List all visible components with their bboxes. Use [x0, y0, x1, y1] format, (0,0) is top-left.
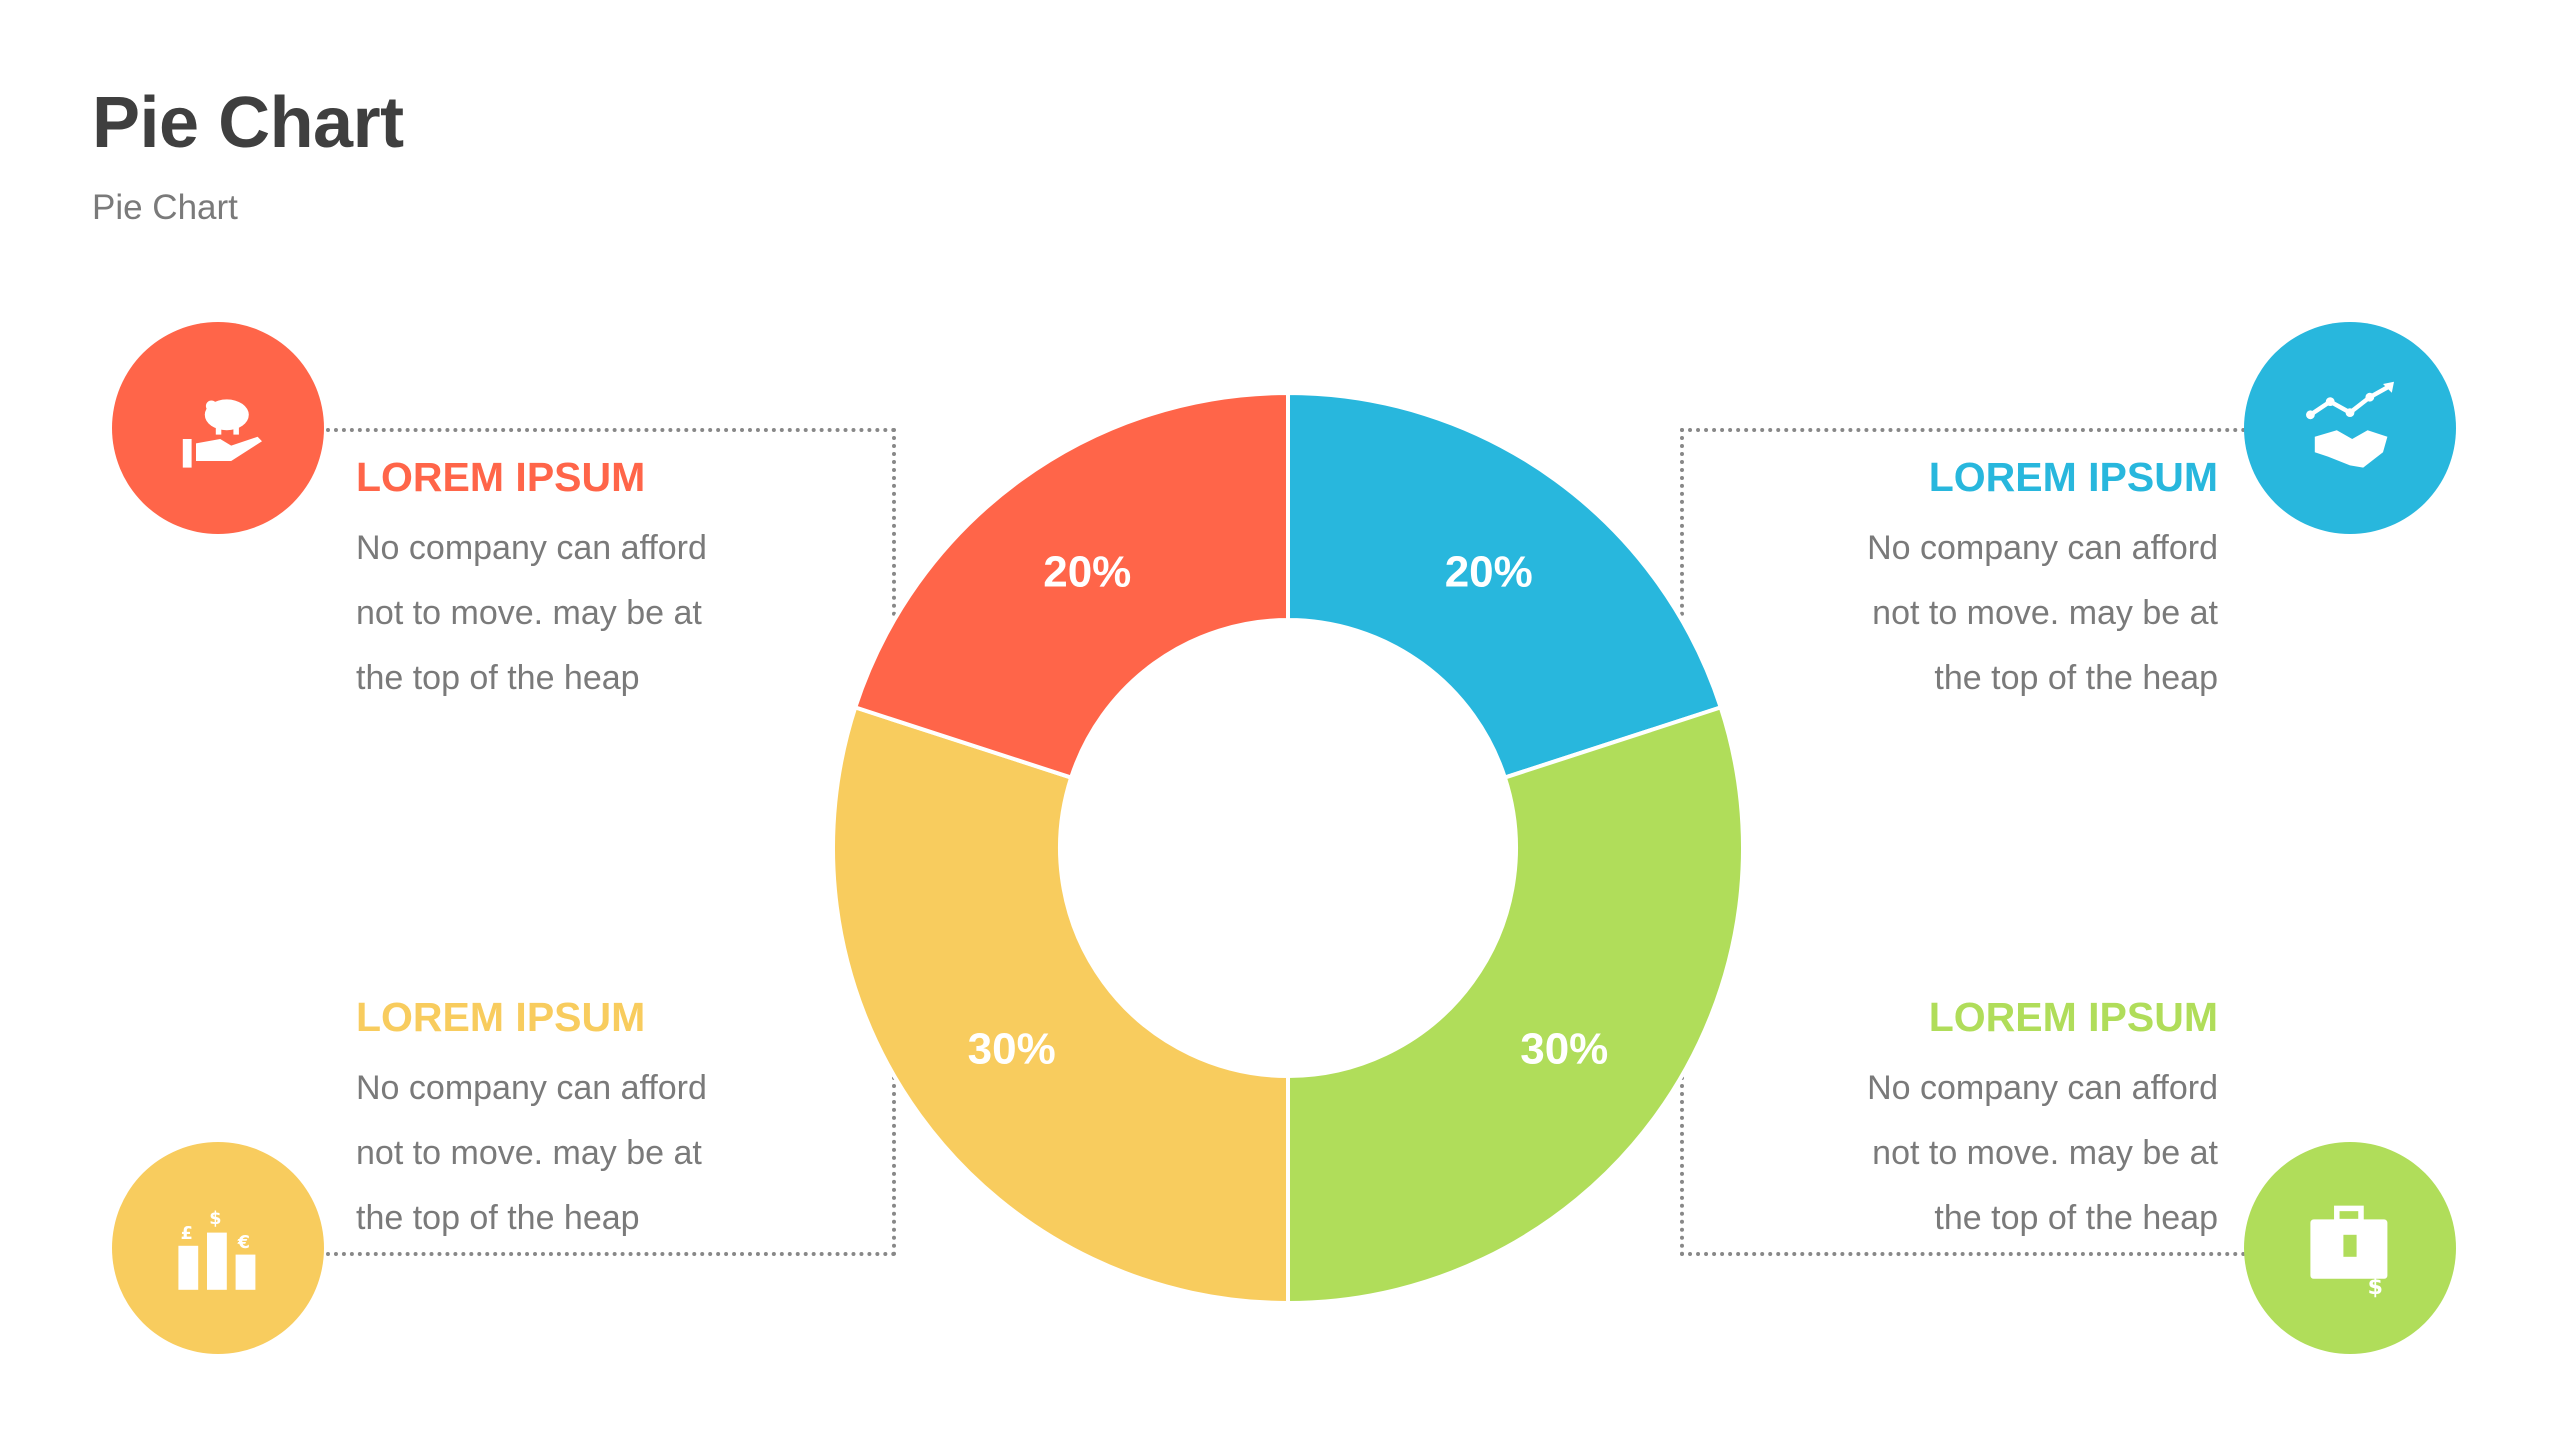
- donut-slice-label-1: 30%: [1520, 1025, 1608, 1074]
- donut-slice-label-3: 20%: [1043, 548, 1131, 597]
- heading-top-right: LOREM IPSUM: [1928, 454, 2218, 500]
- heading-bottom-left: LOREM IPSUM: [356, 994, 646, 1040]
- connector-top-right: [1680, 428, 2254, 632]
- page-title: Pie Chart: [92, 83, 404, 163]
- briefcase-money-icon: $: [2310, 1205, 2388, 1300]
- circle-top-right: [2244, 322, 2456, 534]
- svg-text:$: $: [2368, 1275, 2383, 1300]
- body-line: the top of the heap: [356, 659, 640, 697]
- circle-top-left: [112, 322, 324, 534]
- donut-slice-0: [1286, 390, 1724, 781]
- piggy-bank-hand-icon: [182, 399, 262, 468]
- connector-top-left: [326, 428, 896, 632]
- body-line: No company can afford: [1867, 529, 2218, 567]
- body-line: not to move. may be at: [1872, 594, 2218, 632]
- body-line: No company can afford: [356, 529, 707, 567]
- body-line: not to move. may be at: [356, 594, 702, 632]
- svg-text:€: €: [237, 1233, 250, 1253]
- text-block-top-left: LOREM IPSUM No company can afford not to…: [356, 452, 776, 711]
- body-line: the top of the heap: [1934, 659, 2218, 697]
- heading-top-left: LOREM IPSUM: [356, 454, 646, 500]
- svg-text:$: $: [209, 1209, 221, 1229]
- connector-bottom-right: [1680, 1052, 2254, 1256]
- body-line: No company can afford: [356, 1069, 707, 1107]
- handshake-growth-icon: [2306, 381, 2394, 468]
- donut-slice-1: [1286, 704, 1745, 1306]
- body-line: No company can afford: [1867, 1069, 2218, 1107]
- body-line: the top of the heap: [1934, 1199, 2218, 1237]
- circle-bottom-right: $: [2244, 1142, 2456, 1354]
- svg-text:£: £: [181, 1224, 193, 1244]
- connector-bottom-left: [326, 1052, 896, 1256]
- body-line: not to move. may be at: [356, 1134, 702, 1172]
- circle-bottom-left: £ $ €: [112, 1142, 324, 1354]
- heading-bottom-right: LOREM IPSUM: [1928, 994, 2218, 1040]
- donut-slice-label-0: 20%: [1445, 548, 1533, 597]
- donut-slice-3: [852, 390, 1290, 781]
- body-line: the top of the heap: [356, 1199, 640, 1237]
- text-block-top-right: LOREM IPSUM No company can afford not to…: [1798, 452, 2218, 711]
- text-block-bottom-left: LOREM IPSUM No company can afford not to…: [356, 992, 776, 1251]
- currency-bars-icon: £ $ €: [178, 1209, 256, 1290]
- donut-slice-2: [831, 704, 1290, 1306]
- body-line: not to move. may be at: [1872, 1134, 2218, 1172]
- page-subtitle: Pie Chart: [92, 188, 238, 227]
- donut-slice-label-2: 30%: [968, 1025, 1056, 1074]
- text-block-bottom-right: LOREM IPSUM No company can afford not to…: [1798, 992, 2218, 1251]
